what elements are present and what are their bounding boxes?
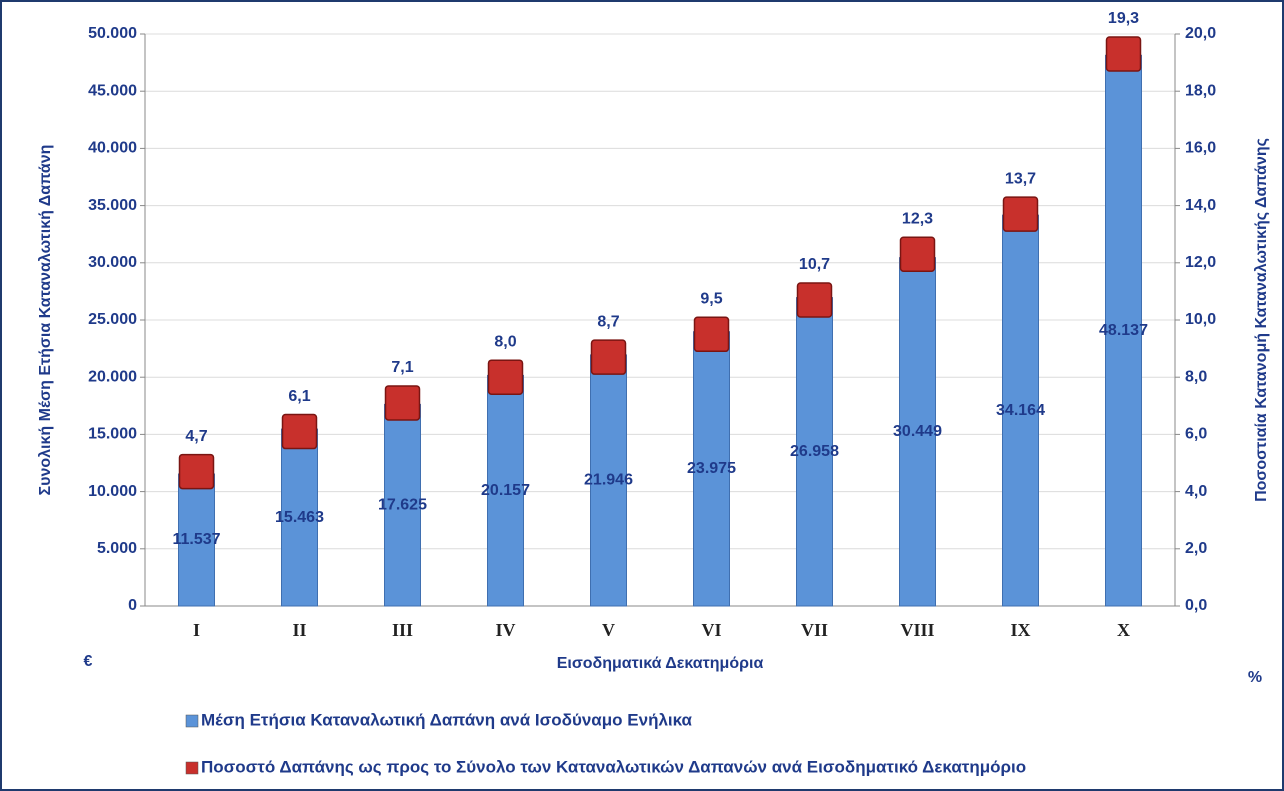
legend-label: Ποσοστό Δαπάνης ως προς το Σύνολο των Κα… xyxy=(201,757,1026,776)
legend-swatch xyxy=(185,761,199,775)
bar-value-label: 20.157 xyxy=(481,482,530,499)
x-tick-label: VI xyxy=(701,620,721,640)
y-tick-label: 45.000 xyxy=(88,82,137,99)
marker-value-label: 12,3 xyxy=(902,210,933,227)
y2-tick-label: 10,0 xyxy=(1185,311,1216,328)
y2-tick-label: 16,0 xyxy=(1185,140,1216,157)
bar xyxy=(1002,214,1039,607)
marker-value-label: 9,5 xyxy=(700,291,722,308)
bar-value-label: 48.137 xyxy=(1099,322,1148,339)
bar-value-label: 34.164 xyxy=(996,402,1045,419)
legend-label: Μέση Ετήσια Καταναλωτική Δαπάνη ανά Ισοδ… xyxy=(201,710,693,729)
x-tick-label: VIII xyxy=(900,620,934,640)
bar-value-label: 30.449 xyxy=(893,423,942,440)
y2-tick-label: 8,0 xyxy=(1185,368,1207,385)
bar xyxy=(384,403,421,607)
y2-tick-label: 14,0 xyxy=(1185,197,1216,214)
legend-swatch xyxy=(185,714,199,728)
marker-value-label: 6,1 xyxy=(288,388,310,405)
x-tick-label: III xyxy=(392,620,413,640)
y-tick-label: 35.000 xyxy=(88,197,137,214)
marker xyxy=(1002,196,1039,232)
y2-tick-label: 12,0 xyxy=(1185,254,1216,271)
marker-value-label: 13,7 xyxy=(1005,170,1036,187)
x-tick-label: VII xyxy=(801,620,828,640)
bar xyxy=(178,473,215,607)
y-tick-label: 50.000 xyxy=(88,25,137,42)
y-unit: € xyxy=(84,653,93,670)
x-tick-label: IX xyxy=(1010,620,1030,640)
y-tick-label: 20.000 xyxy=(88,368,137,385)
marker xyxy=(693,316,730,353)
y-tick-label: 5.000 xyxy=(97,540,137,557)
bar-value-label: 26.958 xyxy=(790,443,839,460)
marker-value-label: 8,0 xyxy=(494,333,516,350)
y2-unit: % xyxy=(1248,669,1262,686)
y2-axis-title: Ποσοστιαία Κατανομή Καταναλωτικής Δαπάνη… xyxy=(1253,138,1270,502)
marker-value-label: 7,1 xyxy=(391,359,413,376)
marker xyxy=(590,339,627,375)
marker xyxy=(1105,36,1142,72)
marker xyxy=(178,453,215,490)
y-tick-label: 10.000 xyxy=(88,483,137,500)
bar xyxy=(1105,54,1142,607)
x-tick-label: I xyxy=(193,620,200,640)
y-tick-label: 0 xyxy=(128,597,137,614)
y2-tick-label: 4,0 xyxy=(1185,483,1207,500)
bar-value-label: 15.463 xyxy=(275,509,324,526)
y2-tick-label: 6,0 xyxy=(1185,426,1207,443)
x-axis-title: Εισοδηματικά Δεκατημόρια xyxy=(557,655,764,672)
x-tick-label: IV xyxy=(495,620,515,640)
x-tick-label: V xyxy=(602,620,615,640)
y2-tick-label: 20,0 xyxy=(1185,25,1216,42)
bar-value-label: 21.946 xyxy=(584,472,633,489)
bar xyxy=(590,354,627,607)
marker-value-label: 19,3 xyxy=(1108,10,1139,27)
marker xyxy=(281,413,318,450)
y-tick-label: 15.000 xyxy=(88,426,137,443)
bar-value-label: 23.975 xyxy=(687,460,736,477)
x-tick-label: X xyxy=(1117,620,1130,640)
y-tick-label: 40.000 xyxy=(88,140,137,157)
bar xyxy=(487,374,524,607)
y2-tick-label: 18,0 xyxy=(1185,82,1216,99)
y-tick-label: 30.000 xyxy=(88,254,137,271)
marker-value-label: 4,7 xyxy=(185,428,207,445)
marker xyxy=(384,385,421,421)
marker xyxy=(487,359,524,395)
marker xyxy=(899,236,936,272)
bar xyxy=(281,428,318,607)
x-tick-label: II xyxy=(292,620,306,640)
bar-value-label: 17.625 xyxy=(378,496,427,513)
marker-value-label: 10,7 xyxy=(799,256,830,273)
y-axis-title: Συνολική Μέση Ετήσια Καταναλωτική Δαπάνη xyxy=(37,145,54,496)
marker xyxy=(796,282,833,318)
y-tick-label: 25.000 xyxy=(88,311,137,328)
y2-tick-label: 0,0 xyxy=(1185,597,1207,614)
marker-value-label: 8,7 xyxy=(597,313,619,330)
bar xyxy=(693,331,730,607)
y2-tick-label: 2,0 xyxy=(1185,540,1207,557)
bar-value-label: 11.537 xyxy=(172,531,220,548)
